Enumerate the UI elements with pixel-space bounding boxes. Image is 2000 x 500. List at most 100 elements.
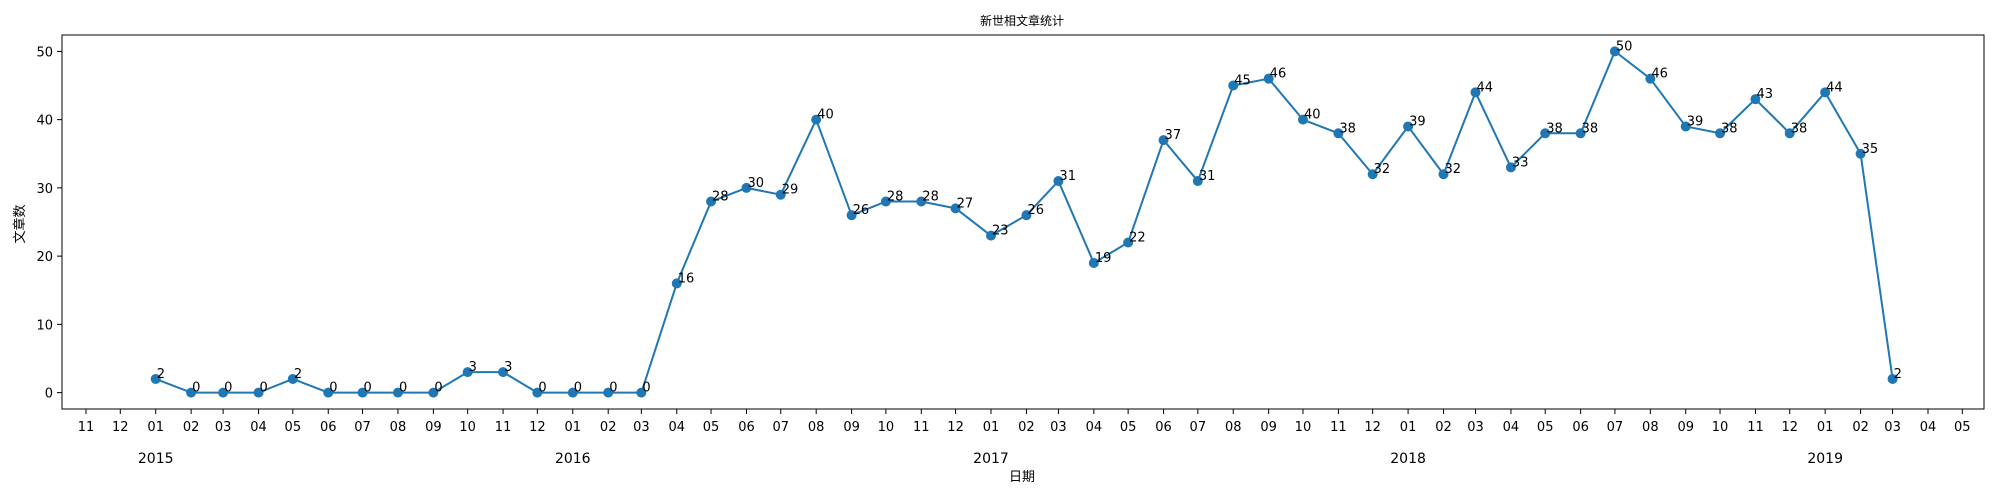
- data-point: [1021, 210, 1032, 221]
- data-label: 35: [1862, 142, 1879, 157]
- data-point: [428, 387, 439, 398]
- data-point: [1887, 373, 1898, 384]
- x-tick-label: 02: [1852, 420, 1869, 435]
- x-tick-label: 03: [633, 420, 650, 435]
- x-tick-label: 03: [1884, 420, 1901, 435]
- x-tick-label: 07: [354, 420, 371, 435]
- data-label: 31: [1199, 169, 1216, 184]
- x-tick-label: 11: [913, 420, 930, 435]
- data-point: [218, 387, 229, 398]
- x-tick-label: 11: [78, 420, 95, 435]
- data-point: [392, 387, 403, 398]
- data-label: 39: [1687, 114, 1704, 129]
- data-label: 32: [1445, 162, 1462, 177]
- data-point: [1228, 80, 1239, 91]
- x-tick-label: 01: [147, 420, 164, 435]
- x-tick-label: 05: [1120, 420, 1137, 435]
- x-tick-label: 09: [1260, 420, 1277, 435]
- data-label: 23: [992, 224, 1009, 239]
- data-point: [357, 387, 368, 398]
- data-point: [1192, 176, 1203, 187]
- data-label: 45: [1234, 74, 1251, 89]
- data-point: [1540, 128, 1551, 139]
- x-tick-label: 01: [983, 420, 1000, 435]
- data-point: [1609, 46, 1620, 57]
- data-point: [186, 387, 197, 398]
- data-label: 46: [1270, 67, 1287, 82]
- data-point: [1297, 114, 1308, 125]
- data-label: 3: [504, 360, 512, 375]
- data-label: 38: [1339, 121, 1356, 136]
- data-point: [1750, 94, 1761, 105]
- data-point: [1403, 121, 1414, 132]
- data-point: [916, 196, 927, 207]
- x-tick-label: 02: [1018, 420, 1035, 435]
- data-point: [1158, 135, 1169, 146]
- data-label: 0: [642, 381, 650, 396]
- data-label: 2: [294, 367, 302, 382]
- x-tick-label: 04: [1920, 420, 1937, 435]
- data-point: [1367, 169, 1378, 180]
- x-tick-label: 03: [1050, 420, 1067, 435]
- data-label: 0: [329, 381, 337, 396]
- x-tick-label: 06: [320, 420, 337, 435]
- y-axis: 0 10 20 30 40 50: [36, 45, 62, 402]
- x-tick-label: 03: [1467, 420, 1484, 435]
- data-point: [706, 196, 717, 207]
- x-tick-label: 12: [947, 420, 964, 435]
- data-point: [498, 367, 509, 378]
- x-tick-label: 02: [600, 420, 617, 435]
- x-tick-label: 04: [250, 420, 267, 435]
- data-label: 0: [399, 381, 407, 396]
- data-label: 0: [538, 381, 546, 396]
- x-tick-label: 04: [1503, 420, 1520, 435]
- x-tick-label: 02: [1435, 420, 1452, 435]
- data-point: [1053, 176, 1064, 187]
- x-tick-label: 08: [1642, 420, 1659, 435]
- data-label: 27: [957, 196, 974, 211]
- x-tick-label: 01: [1400, 420, 1417, 435]
- y-tick-label: 40: [36, 114, 53, 129]
- data-point: [603, 387, 614, 398]
- x-tick-label: 09: [1677, 420, 1694, 435]
- x-tick-label: 10: [878, 420, 895, 435]
- data-point: [323, 387, 334, 398]
- x-tick-label: 05: [1537, 420, 1554, 435]
- year-label: 2017: [973, 451, 1009, 467]
- data-label: 3: [469, 360, 477, 375]
- data-point: [950, 203, 961, 214]
- data-point: [1470, 87, 1481, 98]
- data-point: [1645, 73, 1656, 84]
- data-point: [1784, 128, 1795, 139]
- x-axis-title: 日期: [1009, 470, 1035, 485]
- x-tick-label: 02: [183, 420, 200, 435]
- data-label: 33: [1512, 155, 1529, 170]
- data-label: 2: [157, 367, 165, 382]
- data-label: 46: [1651, 67, 1668, 82]
- data-label: 40: [817, 108, 834, 123]
- data-label: 0: [260, 381, 268, 396]
- data-label: 0: [224, 381, 232, 396]
- data-label: 28: [887, 190, 904, 205]
- x-tick-label: 08: [1225, 420, 1242, 435]
- data-point: [1123, 237, 1134, 248]
- data-label: 28: [712, 190, 729, 205]
- x-tick-label: 04: [668, 420, 685, 435]
- chart-title: 新世相文章统计: [980, 13, 1064, 28]
- data-label: 38: [1791, 121, 1808, 136]
- data-point: [532, 387, 543, 398]
- x-tick-label: 07: [1607, 420, 1624, 435]
- plot-content: [150, 46, 1898, 398]
- data-point: [880, 196, 891, 207]
- x-tick-label: 01: [565, 420, 582, 435]
- data-point: [287, 373, 298, 384]
- data-label: 19: [1095, 251, 1112, 266]
- data-point: [636, 387, 647, 398]
- data-point: [150, 373, 161, 384]
- data-label: 0: [574, 381, 582, 396]
- data-label: 16: [678, 271, 695, 286]
- data-point: [1333, 128, 1344, 139]
- x-tick-label: 05: [1954, 420, 1971, 435]
- x-tick-label: 07: [772, 420, 789, 435]
- data-label: 26: [853, 203, 870, 218]
